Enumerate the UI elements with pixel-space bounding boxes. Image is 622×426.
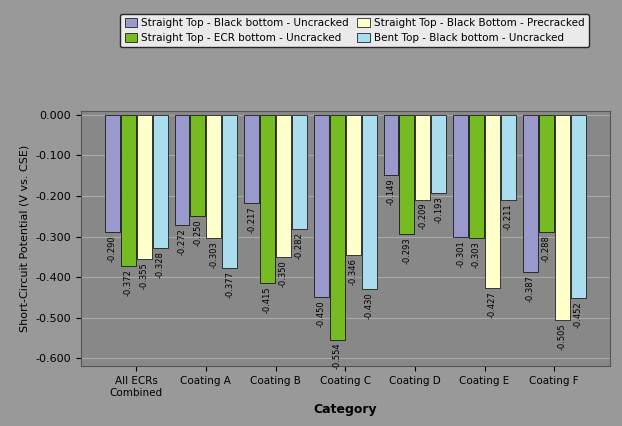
Text: -0.452: -0.452 — [573, 302, 583, 328]
Text: -0.303: -0.303 — [472, 241, 481, 268]
Text: -0.211: -0.211 — [504, 204, 513, 230]
Text: -0.293: -0.293 — [402, 237, 411, 264]
Bar — [453, 115, 468, 237]
Text: -0.282: -0.282 — [295, 233, 304, 259]
Bar — [399, 115, 414, 234]
Y-axis label: Short-Circuit Potential (V vs. CSE): Short-Circuit Potential (V vs. CSE) — [20, 145, 30, 332]
Text: -0.372: -0.372 — [124, 269, 132, 296]
Text: -0.377: -0.377 — [225, 271, 234, 298]
Bar — [570, 115, 585, 298]
Bar — [346, 115, 361, 255]
Bar — [190, 115, 205, 216]
Bar — [121, 115, 136, 266]
Text: -0.328: -0.328 — [156, 251, 165, 278]
Bar — [431, 115, 446, 193]
Text: -0.301: -0.301 — [456, 240, 465, 267]
Bar — [415, 115, 430, 200]
Text: -0.415: -0.415 — [263, 286, 272, 313]
Text: -0.149: -0.149 — [386, 178, 396, 205]
Text: -0.350: -0.350 — [279, 260, 288, 287]
Text: -0.387: -0.387 — [526, 275, 535, 302]
Text: -0.290: -0.290 — [108, 236, 117, 262]
Bar — [384, 115, 399, 175]
Bar — [330, 115, 345, 340]
Bar — [276, 115, 291, 257]
Text: -0.554: -0.554 — [333, 343, 341, 369]
Bar — [207, 115, 221, 238]
Bar — [137, 115, 152, 259]
Text: -0.209: -0.209 — [419, 203, 427, 230]
Bar — [314, 115, 329, 297]
Text: -0.346: -0.346 — [349, 259, 358, 285]
Bar — [469, 115, 484, 238]
Bar — [260, 115, 275, 283]
Text: -0.303: -0.303 — [210, 241, 218, 268]
Text: -0.193: -0.193 — [434, 196, 443, 223]
Bar — [501, 115, 516, 200]
Bar — [175, 115, 190, 225]
Bar — [292, 115, 307, 229]
Bar — [152, 115, 167, 248]
Bar — [539, 115, 554, 232]
Text: -0.288: -0.288 — [542, 235, 550, 262]
Bar — [555, 115, 570, 320]
Text: -0.355: -0.355 — [140, 262, 149, 289]
X-axis label: Category: Category — [313, 403, 377, 416]
Bar — [105, 115, 120, 233]
Text: -0.450: -0.450 — [317, 301, 326, 327]
Bar — [244, 115, 259, 203]
Text: -0.430: -0.430 — [364, 293, 374, 319]
Bar — [485, 115, 500, 288]
Text: -0.427: -0.427 — [488, 291, 497, 318]
Text: -0.217: -0.217 — [247, 206, 256, 233]
Bar — [361, 115, 376, 289]
Text: -0.505: -0.505 — [558, 323, 567, 350]
Legend: Straight Top - Black bottom - Uncracked, Straight Top - ECR bottom - Uncracked, : Straight Top - Black bottom - Uncracked,… — [121, 14, 588, 47]
Bar — [222, 115, 237, 268]
Text: -0.272: -0.272 — [177, 228, 187, 255]
Text: -0.250: -0.250 — [193, 219, 202, 246]
Bar — [523, 115, 538, 272]
